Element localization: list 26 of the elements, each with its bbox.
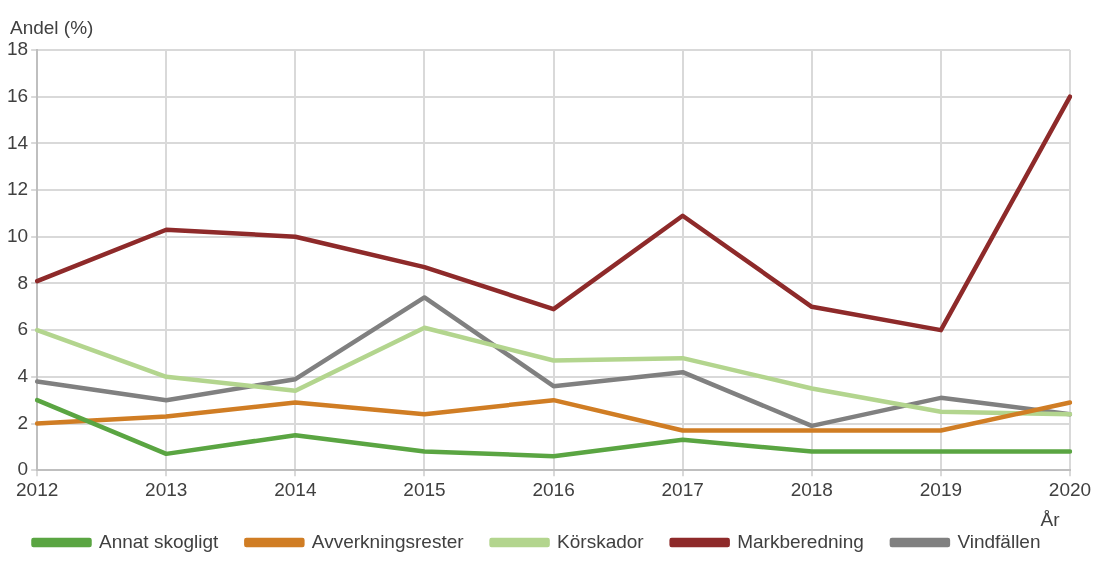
y-tick-label: 14 bbox=[6, 131, 29, 153]
y-tick-label: 0 bbox=[17, 458, 29, 480]
y-tick-label: 8 bbox=[17, 271, 29, 293]
x-axis-title: År bbox=[1040, 508, 1061, 530]
legend-label: Vindfällen bbox=[957, 530, 1041, 552]
legend-label: Körskador bbox=[557, 530, 645, 552]
y-axis-title: Andel (%) bbox=[10, 16, 94, 38]
y-tick-label: 16 bbox=[6, 84, 29, 106]
legend-label: Annat skogligt bbox=[99, 530, 220, 552]
y-tick-label: 6 bbox=[17, 318, 29, 340]
legend-label: Markberedning bbox=[737, 530, 864, 552]
y-tick-label: 10 bbox=[6, 224, 29, 246]
x-tick-label: 2017 bbox=[661, 478, 704, 500]
y-tick-label: 12 bbox=[6, 178, 29, 200]
x-tick-label: 2012 bbox=[15, 478, 59, 500]
y-tick-label: 4 bbox=[17, 365, 29, 387]
x-tick-label: 2013 bbox=[145, 478, 188, 500]
x-tick-label: 2018 bbox=[790, 478, 833, 500]
x-tick-label: 2015 bbox=[403, 478, 446, 500]
legend-label: Avverkningsrester bbox=[311, 530, 465, 552]
x-tick-label: 2020 bbox=[1048, 478, 1092, 500]
x-tick-label: 2014 bbox=[274, 478, 317, 500]
y-tick-label: 18 bbox=[6, 38, 29, 60]
x-tick-label: 2016 bbox=[532, 478, 575, 500]
x-tick-label: 2019 bbox=[919, 478, 963, 500]
y-tick-label: 2 bbox=[17, 411, 29, 433]
